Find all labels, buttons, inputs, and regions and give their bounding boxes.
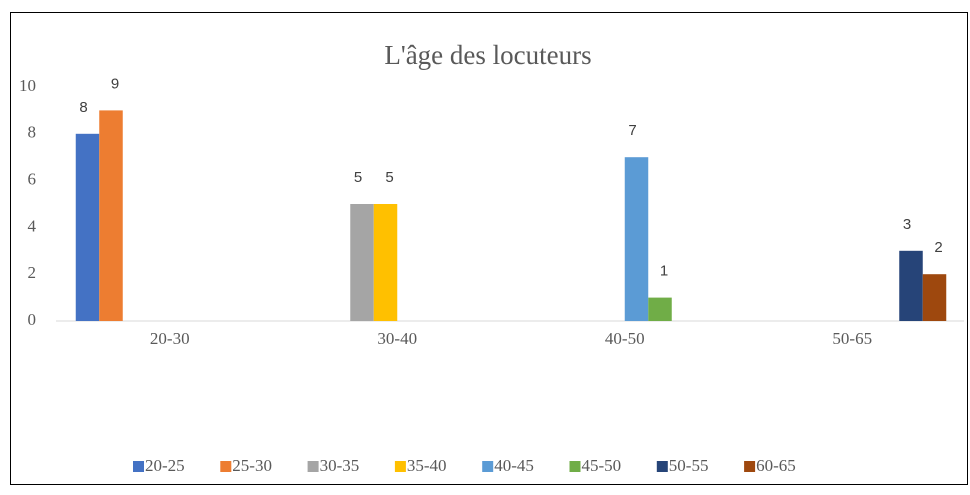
chart-frame — [10, 12, 968, 485]
legend-swatch — [220, 461, 232, 472]
data-label: 1 — [660, 263, 668, 280]
legend-swatch — [482, 461, 494, 472]
bar — [624, 157, 649, 321]
bar — [75, 133, 100, 321]
legend-swatch — [394, 461, 406, 472]
x-tick-label: 30-40 — [377, 329, 417, 348]
bar — [373, 204, 398, 321]
bar — [350, 204, 374, 321]
legend-label: 20-25 — [145, 456, 185, 475]
data-label: 5 — [354, 169, 362, 186]
data-label: 2 — [934, 239, 942, 256]
data-label: 5 — [385, 169, 393, 186]
bar — [922, 274, 947, 321]
legend-swatch — [569, 461, 581, 472]
y-tick-label: 6 — [28, 170, 37, 189]
legend-label: 30-35 — [320, 456, 360, 475]
legend-label: 60-65 — [756, 456, 796, 475]
legend-swatch — [307, 461, 319, 472]
y-tick-label: 0 — [28, 310, 37, 329]
bar — [899, 250, 923, 321]
y-tick-label: 8 — [28, 123, 37, 142]
data-label: 8 — [79, 99, 87, 116]
legend-label: 35-40 — [407, 456, 447, 475]
legend-label: 50-55 — [669, 456, 709, 475]
x-tick-label: 40-50 — [605, 329, 645, 348]
legend-swatch — [656, 461, 668, 472]
legend-swatch — [133, 461, 144, 472]
data-label: 7 — [628, 122, 636, 139]
data-label: 3 — [903, 216, 911, 233]
legend-label: 40-45 — [494, 456, 534, 475]
chart-title: L'âge des locuteurs — [384, 40, 591, 70]
legend-label: 45-50 — [582, 456, 622, 475]
bar — [99, 110, 123, 322]
x-tick-label: 50-65 — [832, 329, 872, 348]
y-tick-label: 2 — [28, 263, 37, 282]
legend-label: 25-30 — [232, 456, 272, 475]
y-tick-label: 10 — [19, 76, 36, 95]
y-tick-label: 4 — [28, 216, 37, 235]
x-tick-label: 20-30 — [150, 329, 190, 348]
bar — [648, 297, 672, 321]
legend-swatch — [744, 461, 756, 472]
data-label: 9 — [111, 75, 119, 92]
